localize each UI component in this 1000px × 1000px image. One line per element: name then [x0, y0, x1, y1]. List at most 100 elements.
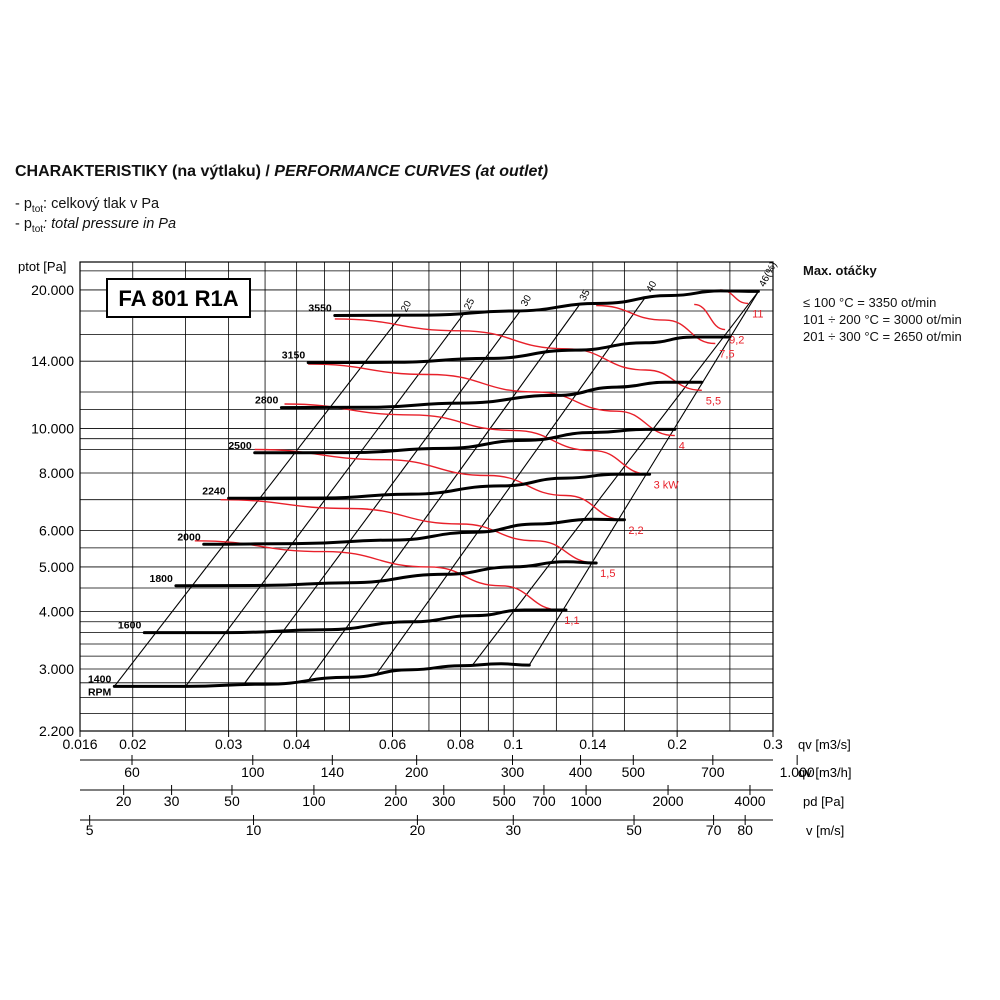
- efficiency-line: [471, 291, 759, 667]
- y-tick-label: 4.000: [39, 604, 74, 620]
- page-title: CHARAKTERISTIKY (na výtlaku) / PERFORMAN…: [15, 163, 549, 180]
- power-label: 2,2: [628, 525, 643, 537]
- secondary-tick-label: 20: [410, 822, 426, 838]
- x-tick-label: 0.02: [119, 736, 146, 752]
- secondary-tick-label: 700: [701, 764, 725, 780]
- secondary-tick-label: 500: [622, 764, 646, 780]
- secondary-tick-label: 70: [706, 822, 722, 838]
- power-curve: [694, 303, 726, 331]
- model-label-box: [106, 278, 251, 318]
- y-tick-label: 3.000: [39, 661, 74, 677]
- power-curve: [334, 318, 702, 391]
- legend-line-en: - ptot: total pressure in Pa: [15, 216, 177, 235]
- rpm-label: 1800: [150, 573, 174, 585]
- y-tick-label: 10.000: [31, 420, 74, 436]
- model-label: FA 801 R1A: [118, 286, 238, 311]
- secondary-axis-unit: v [m/s]: [806, 823, 844, 838]
- max-speed-box: Max. otáčky ≤ 100 °C = 3350 ot/min 101 ÷…: [803, 262, 962, 345]
- rpm-label: 2800: [255, 395, 279, 407]
- secondary-tick-label: 4000: [734, 793, 765, 809]
- power-curve: [220, 499, 597, 564]
- secondary-axis-unit: qv [m3/h]: [798, 765, 851, 780]
- secondary-tick-label: 50: [626, 822, 642, 838]
- power-curve: [254, 448, 625, 521]
- rpm-curve: [112, 662, 531, 688]
- secondary-tick-label: 500: [492, 793, 516, 809]
- secondary-tick-label: 10: [246, 822, 262, 838]
- power-label: 11: [752, 308, 763, 320]
- power-label: 4: [679, 441, 685, 453]
- x-tick-label: 0.3: [763, 736, 783, 752]
- efficiency-line: [243, 310, 521, 685]
- power-label: 1,5: [600, 568, 615, 580]
- secondary-tick-label: 400: [569, 764, 593, 780]
- power-label: 1,1: [564, 615, 579, 627]
- efficiency-label: 40: [645, 279, 660, 294]
- rpm-curve: [253, 427, 677, 455]
- rpm-label: 2500: [228, 440, 252, 452]
- rpm-label: 1400: [88, 673, 112, 685]
- max-speed-line: ≤ 100 °C = 3350 ot/min: [803, 295, 937, 310]
- max-speed-line: 201 ÷ 300 °C = 2650 ot/min: [803, 329, 962, 344]
- x-tick-label: 0.016: [62, 736, 97, 752]
- rpm-label: 1600: [118, 620, 142, 632]
- x-tick-label: 0.06: [379, 736, 406, 752]
- rpm-curve: [202, 517, 626, 546]
- power-curve: [194, 540, 561, 611]
- secondary-tick-label: 100: [302, 793, 326, 809]
- secondary-tick-label: 700: [532, 793, 556, 809]
- efficiency-label: 20: [399, 299, 414, 314]
- secondary-tick-label: 200: [384, 793, 408, 809]
- power-label: 7,5: [719, 348, 734, 360]
- efficiency-label: 35: [578, 288, 593, 303]
- x-tick-label: 0.04: [283, 736, 310, 752]
- plot-frame: [79, 261, 774, 732]
- y-tick-label: 8.000: [39, 465, 74, 481]
- power-label: 3 kW: [654, 479, 680, 491]
- x-tick-label: 0.1: [504, 736, 524, 752]
- secondary-tick-label: 1.000: [780, 764, 815, 780]
- x-tick-label: 0.14: [579, 736, 606, 752]
- rpm-label: 2240: [202, 485, 226, 497]
- y-tick-label: 20.000: [31, 282, 74, 298]
- y-tick-label: 6.000: [39, 523, 74, 539]
- power-label: 9,2: [729, 335, 744, 347]
- rpm-curve: [306, 335, 732, 365]
- power-label: 5,5: [706, 395, 721, 407]
- secondary-tick-label: 50: [224, 793, 240, 809]
- x-tick-label: 0.03: [215, 736, 242, 752]
- efficiency-label: 25: [462, 296, 477, 311]
- power-curve: [308, 363, 675, 437]
- efficiency-line: [185, 314, 464, 687]
- secondary-tick-label: 300: [501, 764, 525, 780]
- rpm-curve: [142, 608, 568, 635]
- secondary-tick-label: 30: [164, 793, 180, 809]
- secondary-tick-label: 20: [116, 793, 132, 809]
- secondary-tick-label: 200: [405, 764, 429, 780]
- max-speed-heading: Max. otáčky: [803, 263, 877, 278]
- rpm-label: 3150: [282, 350, 306, 362]
- power-curve: [284, 403, 650, 475]
- secondary-tick-label: 1000: [571, 793, 602, 809]
- rpm-curve: [333, 289, 760, 317]
- y-tick-label: 5.000: [39, 559, 74, 575]
- rpm-label: 2000: [177, 531, 201, 543]
- x-axis-unit-qv-m3s: qv [m3/s]: [798, 737, 851, 752]
- secondary-axis-unit: pd [Pa]: [803, 794, 844, 809]
- rpm-curve: [279, 380, 704, 410]
- x-tick-label: 0.2: [667, 736, 687, 752]
- y-axis-label: ptot [Pa]: [18, 259, 66, 274]
- efficiency-label: 46(%): [757, 260, 779, 289]
- rpm-unit-label: RPM: [88, 686, 112, 698]
- secondary-tick-label: 100: [241, 764, 265, 780]
- y-tick-label: 14.000: [31, 353, 74, 369]
- x-tick-label: 0.08: [447, 736, 474, 752]
- boundary-line: [528, 291, 759, 666]
- rpm-curve: [174, 560, 598, 588]
- max-speed-line: 101 ÷ 200 °C = 3000 ot/min: [803, 312, 962, 327]
- efficiency-label: 30: [519, 293, 534, 308]
- secondary-tick-label: 300: [432, 793, 456, 809]
- secondary-tick-label: 5: [86, 822, 94, 838]
- rpm-curve: [227, 472, 652, 500]
